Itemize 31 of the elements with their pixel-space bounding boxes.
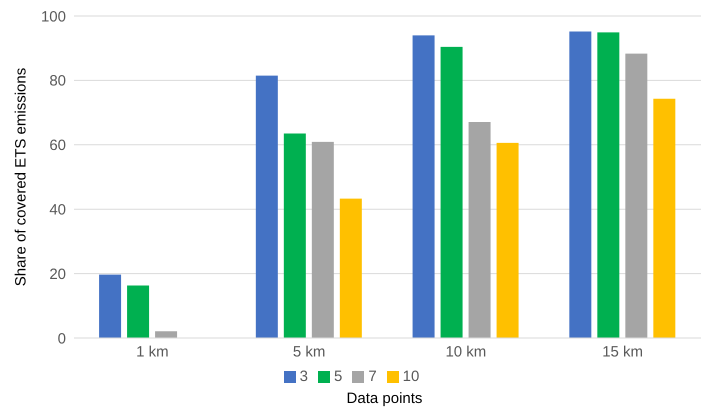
bar: [625, 54, 648, 338]
x-tick-label: 1 km: [136, 344, 169, 361]
y-tick-label: 60: [49, 137, 66, 154]
bar: [412, 35, 435, 338]
bar: [312, 142, 334, 338]
bar: [155, 331, 178, 338]
bar: [468, 122, 491, 338]
bar: [440, 46, 463, 338]
x-tick-label: 10 km: [445, 344, 486, 361]
legend-label: 10: [402, 368, 420, 385]
x-tick-label: 5 km: [292, 344, 326, 361]
bar: [340, 198, 362, 338]
x-tick-label: 15 km: [602, 344, 644, 361]
x-axis-title: Data points: [346, 390, 424, 407]
legend-label: 7: [368, 368, 377, 385]
y-tick-label: 80: [49, 72, 66, 90]
y-tick-label: 20: [49, 266, 66, 283]
legend-label: 5: [334, 368, 342, 385]
bar: [127, 286, 150, 338]
y-tick-label: 40: [49, 202, 66, 219]
bar: [256, 76, 278, 338]
bar: [99, 274, 122, 338]
y-tick-label: 0: [58, 330, 66, 348]
bar: [496, 142, 519, 338]
bar: [597, 32, 620, 338]
y-tick-label: 100: [40, 8, 66, 26]
y-axis-title: Share of covered ETS emissions: [12, 68, 30, 286]
bar: [569, 31, 592, 338]
bar: [284, 134, 306, 338]
legend-label: 3: [300, 368, 308, 385]
bar: [653, 98, 676, 338]
